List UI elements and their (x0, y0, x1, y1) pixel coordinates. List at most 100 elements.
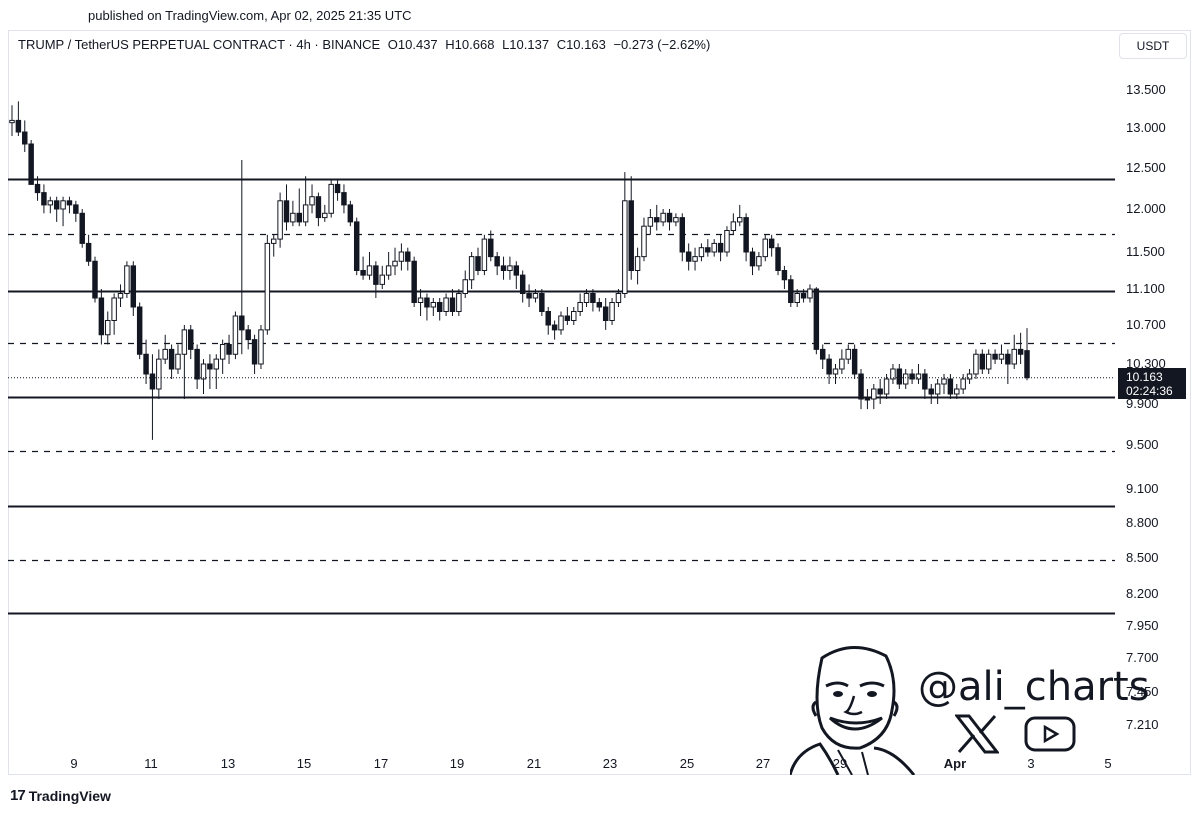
x-tick-label: 5 (1104, 756, 1111, 771)
currency-unit-button[interactable]: USDT (1119, 33, 1187, 59)
candle-body (9, 119, 15, 124)
candle (941, 374, 947, 394)
y-tick-label: 8.500 (1126, 550, 1159, 565)
candle (532, 289, 539, 303)
candle (136, 302, 143, 360)
candle-body (1011, 348, 1017, 365)
candle-body (430, 302, 437, 308)
candle-body (392, 260, 398, 267)
candle-body (928, 388, 934, 395)
y-tick-label: 9.900 (1126, 396, 1159, 411)
candle (73, 200, 79, 222)
candle (475, 247, 481, 276)
candle (883, 374, 890, 399)
candle-body (15, 119, 22, 133)
candle-body (545, 311, 551, 326)
price-axis: 13.500 13.000 12.500 12.000 11.500 11.100 10.7… (1126, 82, 1166, 732)
candle-body (175, 353, 181, 370)
tradingview-logo[interactable]: 17 TradingView (10, 787, 111, 804)
avatar-caricature (790, 646, 916, 775)
candle-body (513, 265, 520, 276)
candle (353, 217, 360, 276)
candle (322, 204, 328, 222)
y-tick-label: 12.500 (1126, 160, 1166, 175)
candle-body (660, 212, 666, 223)
candle-body (239, 315, 245, 331)
candle (296, 188, 302, 227)
candle (219, 339, 226, 374)
candle (539, 289, 545, 316)
candle-body (481, 238, 488, 272)
horizontal-levels (8, 178, 1115, 615)
candle-body (149, 373, 156, 390)
candle (615, 289, 622, 307)
candle-body (373, 265, 379, 285)
low-value: L10.137 (502, 37, 550, 52)
candle-body (615, 293, 622, 303)
candle (366, 252, 373, 280)
candle-body (136, 306, 143, 355)
candle-body (85, 242, 92, 262)
candle-body (270, 238, 277, 244)
candle (622, 172, 628, 298)
x-tick-label: Apr (944, 756, 966, 771)
symbol-name[interactable]: TRUMP / TetherUS PERPETUAL CONTRACT · 4h… (18, 37, 381, 52)
candle-body (226, 344, 232, 355)
candle-body (188, 329, 194, 350)
close-value: C10.163 (556, 37, 606, 52)
candle-body (360, 270, 366, 276)
candle (654, 204, 660, 231)
candle-body (47, 200, 54, 206)
x-tick-label: 21 (527, 756, 541, 771)
candle (15, 101, 22, 136)
candle-body (488, 238, 494, 258)
candle-body (66, 200, 73, 206)
candle (481, 234, 488, 276)
candle (449, 289, 456, 316)
candle (34, 176, 41, 201)
candle (360, 256, 366, 280)
candle (392, 247, 398, 276)
candle (417, 289, 424, 316)
candle (673, 213, 679, 227)
candle (877, 379, 883, 404)
candle (226, 334, 232, 364)
candle (28, 140, 34, 185)
candle-body (915, 373, 922, 380)
candle (679, 213, 686, 262)
candle (979, 349, 986, 374)
candle (551, 320, 558, 340)
candle-body (883, 378, 890, 395)
candle (871, 384, 877, 410)
candle (794, 289, 800, 307)
candle-body (864, 398, 871, 401)
candle-body (775, 247, 781, 271)
y-tick-label: 9.100 (1126, 481, 1159, 496)
candle-body (341, 192, 347, 206)
candle-body (685, 251, 692, 262)
candle (602, 298, 609, 330)
candle (756, 252, 762, 271)
candle (277, 192, 283, 248)
candle-body (954, 388, 960, 395)
candle (966, 369, 973, 384)
candle-body (609, 302, 615, 321)
candle (590, 289, 596, 312)
candle (251, 334, 258, 374)
candle-body (596, 302, 603, 308)
candle (526, 284, 532, 307)
candle-body (781, 270, 788, 281)
candle (124, 261, 130, 298)
candle (583, 289, 590, 307)
candle-body (807, 288, 813, 299)
candle-body (922, 373, 928, 390)
candle (819, 344, 826, 369)
tradingview-brand-text: TradingView (28, 787, 111, 804)
candle-body (871, 388, 877, 400)
candle-body (181, 329, 188, 355)
candle (781, 265, 788, 289)
candle-body (130, 265, 137, 308)
candle (545, 307, 551, 335)
candle (66, 196, 73, 214)
